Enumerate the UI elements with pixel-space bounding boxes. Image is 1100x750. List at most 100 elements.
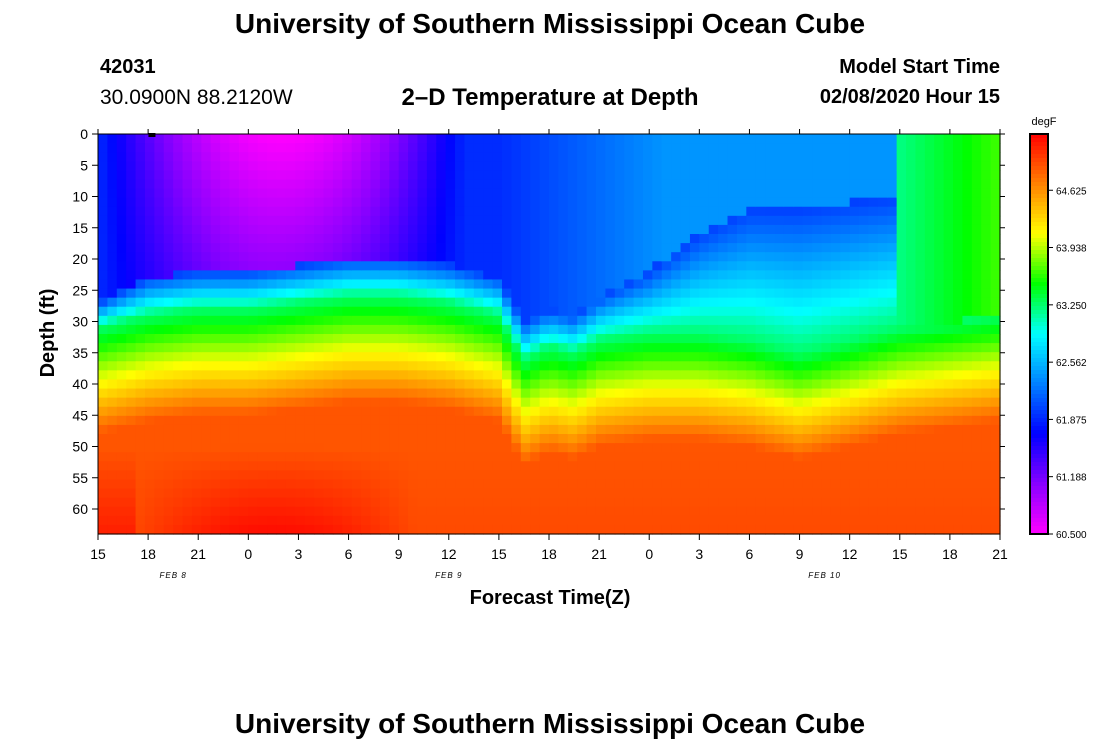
heatmap-cell	[774, 334, 785, 344]
heatmap-cell	[163, 288, 174, 299]
heatmap-cell	[135, 279, 146, 290]
heatmap-cell	[746, 188, 757, 199]
heatmap-cell	[511, 479, 522, 490]
heatmap-cell	[943, 224, 954, 235]
heatmap-cell	[642, 488, 653, 499]
heatmap-cell	[154, 324, 165, 335]
heatmap-cell	[276, 152, 287, 162]
heatmap-cell	[238, 315, 249, 326]
heatmap-cell	[708, 479, 719, 490]
heatmap-cell	[511, 261, 522, 271]
heatmap-cell	[812, 270, 823, 281]
heatmap-cell	[727, 234, 738, 244]
heatmap-cell	[398, 215, 409, 226]
heatmap-cell	[201, 243, 212, 253]
heatmap-cell	[492, 261, 503, 271]
heatmap-cell	[774, 224, 785, 235]
heatmap-cell	[981, 361, 992, 371]
heatmap-cell	[577, 434, 588, 444]
heatmap-cell	[765, 143, 776, 153]
heatmap-cell	[699, 370, 710, 381]
heatmap-cell	[567, 206, 578, 217]
heatmap-cell	[906, 152, 917, 162]
heatmap-cell	[671, 152, 682, 162]
heatmap-cell	[812, 143, 823, 153]
heatmap-cell	[238, 324, 249, 335]
heatmap-cell	[445, 243, 456, 253]
heatmap-cell	[323, 506, 334, 517]
heatmap-cell	[689, 270, 700, 281]
heatmap-cell	[680, 352, 691, 362]
heatmap-cell	[765, 224, 776, 235]
heatmap-cell	[116, 443, 127, 453]
heatmap-cell	[285, 434, 296, 444]
heatmap-cell	[614, 515, 625, 526]
heatmap-cell	[755, 388, 766, 399]
heatmap-cell	[191, 452, 202, 462]
heatmap-cell	[238, 134, 249, 144]
heatmap-cell	[783, 261, 794, 271]
heatmap-cell	[473, 215, 484, 226]
heatmap-cell	[436, 497, 447, 508]
heatmap-cell	[267, 397, 278, 408]
heatmap-cell	[257, 270, 268, 281]
heatmap-cell	[812, 488, 823, 499]
heatmap-cell	[191, 224, 202, 235]
heatmap-cell	[220, 370, 231, 381]
heatmap-cell	[699, 361, 710, 371]
heatmap-cell	[304, 197, 315, 208]
heatmap-cell	[746, 443, 757, 453]
heatmap-cell	[295, 524, 306, 535]
heatmap-cell	[502, 324, 513, 335]
heatmap-cell	[689, 443, 700, 453]
heatmap-cell	[680, 497, 691, 508]
heatmap-cell	[229, 324, 240, 335]
heatmap-cell	[361, 397, 372, 408]
heatmap-cell	[736, 397, 747, 408]
heatmap-cell	[248, 306, 259, 317]
heatmap-cell	[285, 206, 296, 217]
heatmap-cell	[220, 152, 231, 162]
heatmap-cell	[379, 434, 390, 444]
heatmap-cell	[812, 424, 823, 435]
heatmap-cell	[135, 506, 146, 517]
heatmap-cell	[849, 506, 860, 517]
heatmap-cell	[520, 270, 531, 281]
heatmap-cell	[426, 334, 437, 344]
heatmap-cell	[840, 343, 851, 353]
heatmap-cell	[830, 206, 841, 217]
heatmap-cell	[896, 434, 907, 444]
heatmap-cell	[577, 479, 588, 490]
heatmap-cell	[182, 306, 193, 317]
heatmap-cell	[821, 224, 832, 235]
heatmap-cell	[182, 261, 193, 271]
heatmap-cell	[116, 388, 127, 399]
y-tick-label: 0	[80, 126, 88, 142]
heatmap-cell	[135, 206, 146, 217]
heatmap-cell	[877, 452, 888, 462]
heatmap-cell	[445, 415, 456, 426]
heatmap-cell	[295, 152, 306, 162]
heatmap-cell	[990, 406, 1001, 417]
heatmap-cell	[295, 461, 306, 471]
heatmap-cell	[971, 443, 982, 453]
heatmap-cell	[436, 524, 447, 535]
heatmap-cell	[727, 488, 738, 499]
heatmap-cell	[361, 315, 372, 326]
heatmap-cell	[502, 461, 513, 471]
heatmap-cell	[793, 479, 804, 490]
heatmap-cell	[98, 261, 108, 271]
heatmap-cell	[342, 288, 353, 299]
heatmap-cell	[821, 470, 832, 481]
heatmap-cell	[417, 524, 428, 535]
heatmap-cell	[398, 179, 409, 190]
heatmap-cell	[107, 370, 118, 381]
heatmap-cell	[840, 488, 851, 499]
heatmap-cell	[896, 497, 907, 508]
heatmap-cell	[248, 370, 259, 381]
heatmap-cell	[906, 224, 917, 235]
heatmap-cell	[98, 215, 108, 226]
heatmap-cell	[718, 370, 729, 381]
heatmap-cell	[971, 152, 982, 162]
heatmap-cell	[934, 188, 945, 199]
